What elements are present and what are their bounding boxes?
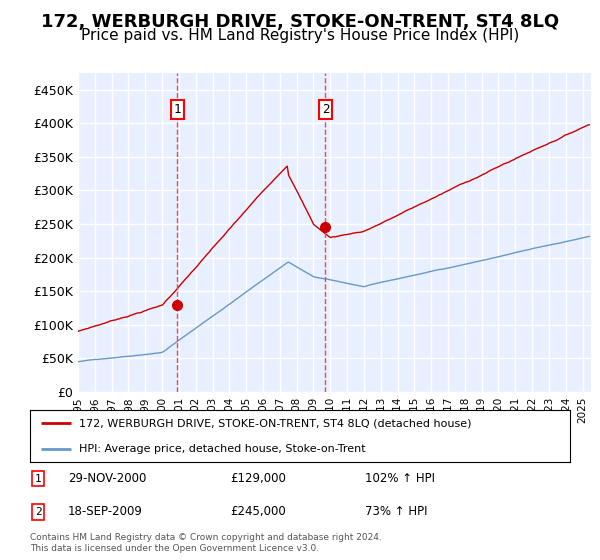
Text: 18-SEP-2009: 18-SEP-2009: [68, 505, 143, 519]
Text: 102% ↑ HPI: 102% ↑ HPI: [365, 472, 435, 485]
Text: 1: 1: [173, 103, 181, 116]
Text: Contains HM Land Registry data © Crown copyright and database right 2024.
This d: Contains HM Land Registry data © Crown c…: [30, 533, 382, 553]
Text: Price paid vs. HM Land Registry's House Price Index (HPI): Price paid vs. HM Land Registry's House …: [81, 28, 519, 43]
Text: 172, WERBURGH DRIVE, STOKE-ON-TRENT, ST4 8LQ (detached house): 172, WERBURGH DRIVE, STOKE-ON-TRENT, ST4…: [79, 418, 471, 428]
Text: 29-NOV-2000: 29-NOV-2000: [68, 472, 146, 485]
Text: 73% ↑ HPI: 73% ↑ HPI: [365, 505, 427, 519]
Text: 2: 2: [322, 103, 329, 116]
Text: £129,000: £129,000: [230, 472, 286, 485]
Text: 172, WERBURGH DRIVE, STOKE-ON-TRENT, ST4 8LQ: 172, WERBURGH DRIVE, STOKE-ON-TRENT, ST4…: [41, 13, 559, 31]
Text: HPI: Average price, detached house, Stoke-on-Trent: HPI: Average price, detached house, Stok…: [79, 444, 365, 454]
Text: £245,000: £245,000: [230, 505, 286, 519]
Text: 2: 2: [35, 507, 41, 517]
Text: 1: 1: [35, 474, 41, 484]
